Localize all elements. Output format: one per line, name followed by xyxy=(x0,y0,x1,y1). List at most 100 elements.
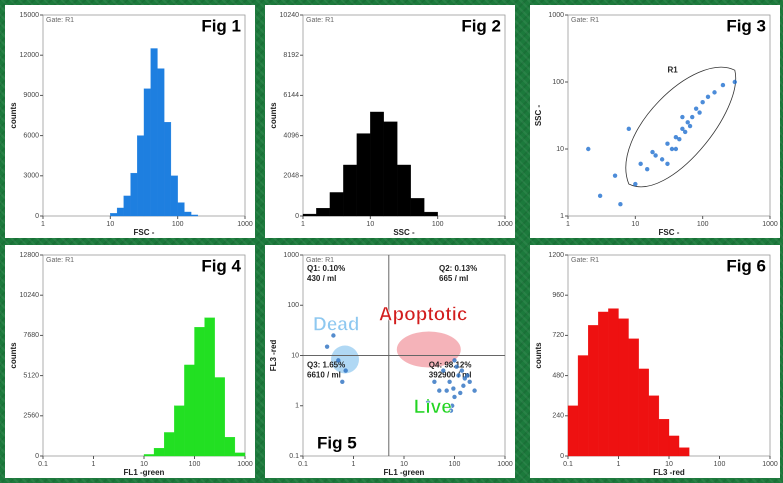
x-axis-label: FSC - xyxy=(134,228,155,237)
y-tick-label: 12000 xyxy=(20,52,40,59)
point xyxy=(448,408,454,413)
point xyxy=(700,99,705,105)
point xyxy=(682,129,688,135)
x-tick-label: 10 xyxy=(140,461,148,468)
point xyxy=(644,166,650,172)
y-tick-label: 10240 xyxy=(280,12,300,19)
y-tick-label: 2048 xyxy=(283,173,299,180)
y-tick-label: 10 xyxy=(556,146,564,153)
histogram-bar xyxy=(170,175,178,217)
y-tick-label: 1000 xyxy=(548,12,564,19)
histogram-bar xyxy=(214,377,225,457)
x-tick-label: 100 xyxy=(432,221,444,228)
point xyxy=(461,383,466,388)
histogram-bar xyxy=(190,214,199,217)
y-tick-label: 12800 xyxy=(20,252,40,259)
x-tick-label: 10 xyxy=(366,221,374,228)
point xyxy=(690,114,695,120)
point xyxy=(669,146,675,152)
point xyxy=(712,90,717,95)
x-tick-label: 1000 xyxy=(237,221,253,228)
point xyxy=(465,373,470,378)
y-tick-label: 480 xyxy=(552,372,564,379)
x-tick-label: 1 xyxy=(92,461,96,468)
point xyxy=(451,386,456,391)
x-tick-label: 10 xyxy=(400,461,408,468)
fig-title: Fig 3 xyxy=(726,16,766,35)
panel: 1 10 100 1000 0 2048 4096 6144 8192 10240 SSC - cou… xyxy=(265,5,515,238)
histogram-bar xyxy=(184,364,195,457)
point xyxy=(340,379,345,384)
histogram-bar xyxy=(577,355,589,457)
histogram-bar xyxy=(658,418,670,457)
histogram-bar xyxy=(424,211,438,217)
point xyxy=(653,153,658,158)
histogram-bar xyxy=(410,198,425,217)
histogram-bar xyxy=(116,207,124,217)
histogram-bar xyxy=(224,437,236,457)
x-tick-label: 100 xyxy=(449,461,461,468)
fig-title: Fig 2 xyxy=(461,16,501,35)
point xyxy=(638,161,643,167)
apoptotic-region xyxy=(396,331,461,368)
y-tick-label: 0 xyxy=(35,453,39,460)
histogram-bar xyxy=(648,395,660,457)
point xyxy=(459,368,465,373)
point xyxy=(685,120,690,125)
y-tick-label: 0 xyxy=(560,453,564,460)
histogram-bar xyxy=(618,318,629,457)
y-tick-label: 3000 xyxy=(23,173,39,180)
point xyxy=(447,379,452,384)
point xyxy=(680,114,685,120)
quadrant-annotation: Q4: 98.12% xyxy=(429,361,472,370)
point xyxy=(336,358,341,363)
histogram-bar xyxy=(130,172,138,217)
y-axis-label: counts xyxy=(534,342,543,369)
point xyxy=(618,202,623,207)
x-tick-label: 0.1 xyxy=(38,461,48,468)
point xyxy=(472,388,477,393)
x-tick-label: 1000 xyxy=(762,461,778,468)
histogram-bar xyxy=(194,327,205,457)
quadrant-annotation: 6610 / ml xyxy=(307,371,341,380)
gate-label: Gate: R1 xyxy=(306,257,334,264)
histogram-bar xyxy=(598,311,609,457)
histogram-bar xyxy=(567,405,579,457)
panel: 0.1 1 10 100 1000 0.1 1 10 100 1000 FL1 -green FL3 … xyxy=(265,245,515,478)
point xyxy=(665,141,670,146)
histogram-bar xyxy=(668,435,680,457)
y-tick-label: 0 xyxy=(295,213,299,220)
x-tick-label: 1 xyxy=(301,221,305,228)
y-axis-label: SSC - xyxy=(534,105,543,127)
panel: 1 10 100 1000 0 3000 6000 9000 12000 15000 FSC - co… xyxy=(5,5,255,238)
histogram-bar xyxy=(356,133,371,217)
quadrant-annotation: 392900 / ml xyxy=(429,371,472,380)
point xyxy=(425,399,431,404)
fig-title: Fig 1 xyxy=(201,16,241,35)
point xyxy=(673,135,679,140)
histogram-bar xyxy=(370,111,384,217)
point xyxy=(705,94,711,100)
histogram-bar xyxy=(153,447,165,457)
point xyxy=(732,79,737,85)
y-axis-label: counts xyxy=(9,102,18,129)
region-label: Live xyxy=(414,397,452,418)
y-tick-label: 6000 xyxy=(23,132,39,139)
histogram-bar xyxy=(137,135,145,217)
y-tick-label: 1200 xyxy=(548,252,564,259)
histogram-bar xyxy=(329,192,344,217)
histogram-bar xyxy=(123,195,131,217)
y-tick-label: 960 xyxy=(552,292,564,299)
panel: 0.1 1 10 100 1000 0 240 480 720 960 1200 FL3 -red co… xyxy=(530,245,780,478)
point xyxy=(597,193,603,199)
y-axis-label: counts xyxy=(269,102,278,129)
histogram-bar xyxy=(343,164,358,217)
y-tick-label: 10 xyxy=(291,352,299,359)
x-tick-label: 1 xyxy=(352,461,356,468)
y-tick-label: 100 xyxy=(552,79,564,86)
y-tick-label: 2560 xyxy=(23,413,39,420)
y-tick-label: 0 xyxy=(35,213,39,220)
point xyxy=(677,137,682,142)
quadrant-annotation: Q2: 0.13% xyxy=(439,264,477,273)
quadrant-annotation: 665 / ml xyxy=(439,274,468,283)
